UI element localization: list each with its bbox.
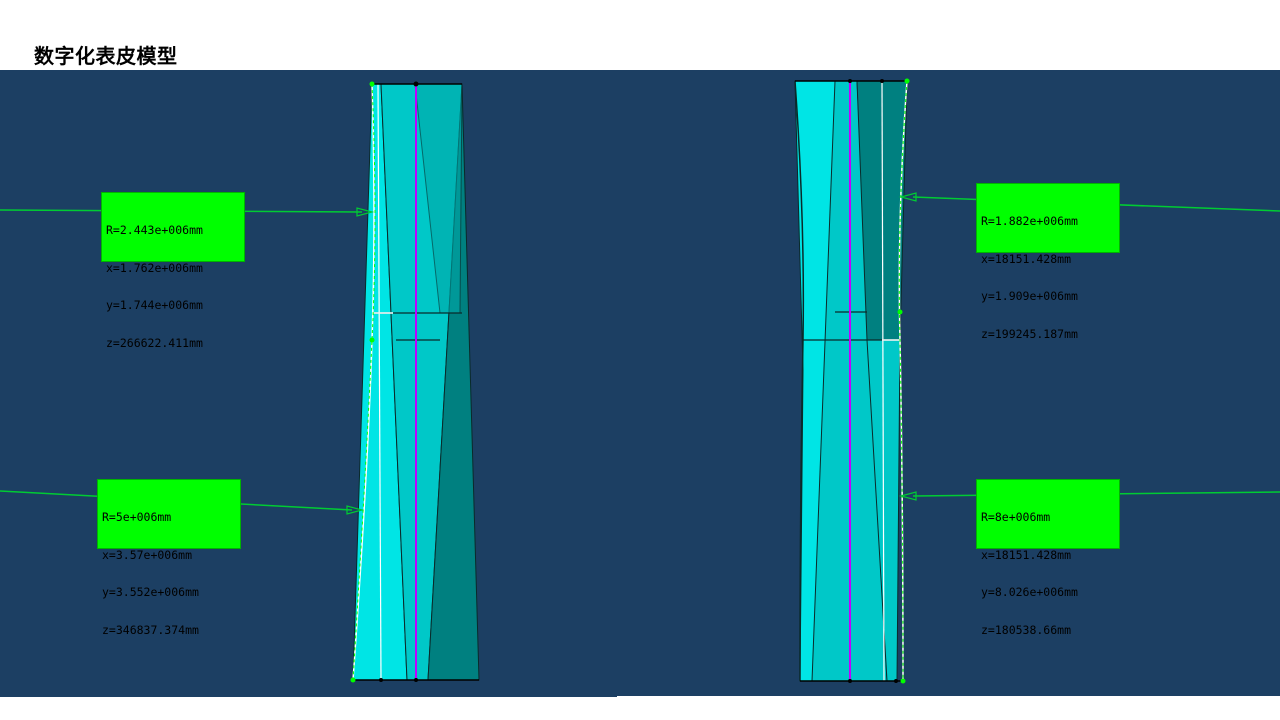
right-leader-arrow-1	[898, 192, 917, 202]
annotation-y: y=1.744e+006mm	[106, 298, 203, 312]
annotation-y: y=1.909e+006mm	[981, 289, 1078, 303]
annotation-r: R=2.443e+006mm	[106, 223, 203, 237]
right-outline-curve-left	[794, 80, 805, 682]
right-point-bottom-2[interactable]	[894, 679, 898, 683]
annotation-x: x=18151.428mm	[981, 251, 1072, 266]
annotation-r: R=8e+006mm	[981, 510, 1051, 524]
annotation-x: x=1.762e+006mm	[106, 260, 203, 275]
right-point-top-2[interactable]	[880, 79, 884, 83]
right-white-guide	[881, 80, 885, 682]
annotation-y: y=8.026e+006mm	[981, 585, 1078, 599]
annotation-y: y=3.552e+006mm	[102, 585, 199, 599]
annotation-z: z=346837.374mm	[102, 622, 199, 637]
left-leader-arrow-1	[356, 207, 375, 217]
right-leader-arrow-2	[898, 491, 917, 501]
left-point-mid[interactable]	[369, 337, 375, 343]
annotation-r: R=5e+006mm	[102, 510, 172, 524]
left-annotation-2[interactable]: R=5e+006mm x=3.57e+006mm y=3.552e+006mm …	[97, 479, 241, 636]
annotation-z: z=199245.187mm	[981, 326, 1078, 341]
left-white-guide	[377, 83, 382, 681]
right-point-top[interactable]	[904, 78, 910, 84]
left-model-canvas	[0, 81, 480, 683]
left-point-top-center[interactable]	[413, 81, 419, 87]
page-title: 数字化表皮模型	[34, 44, 178, 68]
annotation-z: z=266622.411mm	[106, 335, 203, 350]
left-point-bottom-2[interactable]	[379, 678, 383, 682]
right-green-edge	[898, 80, 908, 682]
right-point-mid[interactable]	[897, 309, 903, 315]
right-point-top-center[interactable]	[848, 79, 852, 83]
left-point-top[interactable]	[369, 81, 375, 87]
left-annotation-1[interactable]: R=2.443e+006mm x=1.762e+006mm y=1.744e+0…	[101, 192, 245, 349]
left-point-bottom-center[interactable]	[414, 678, 418, 682]
left-model-viewport[interactable]: R=2.443e+006mm x=1.762e+006mm y=1.744e+0…	[0, 70, 617, 697]
annotation-x: x=18151.428mm	[981, 547, 1072, 562]
left-point-bottom[interactable]	[350, 677, 356, 683]
left-leader-arrow-2	[346, 505, 365, 515]
right-point-bottom-center[interactable]	[848, 679, 852, 683]
right-point-bottom[interactable]	[900, 678, 906, 684]
annotation-x: x=3.57e+006mm	[102, 547, 193, 562]
annotation-r: R=1.882e+006mm	[981, 214, 1078, 228]
right-annotation-1[interactable]: R=1.882e+006mm x=18151.428mm y=1.909e+00…	[976, 183, 1120, 340]
right-model-viewport[interactable]: R=1.882e+006mm x=18151.428mm y=1.909e+00…	[617, 70, 1280, 696]
right-annotation-2[interactable]: R=8e+006mm x=18151.428mm y=8.026e+006mm …	[976, 479, 1120, 636]
right-model-canvas	[794, 78, 1280, 684]
annotation-z: z=180538.66mm	[981, 622, 1072, 637]
